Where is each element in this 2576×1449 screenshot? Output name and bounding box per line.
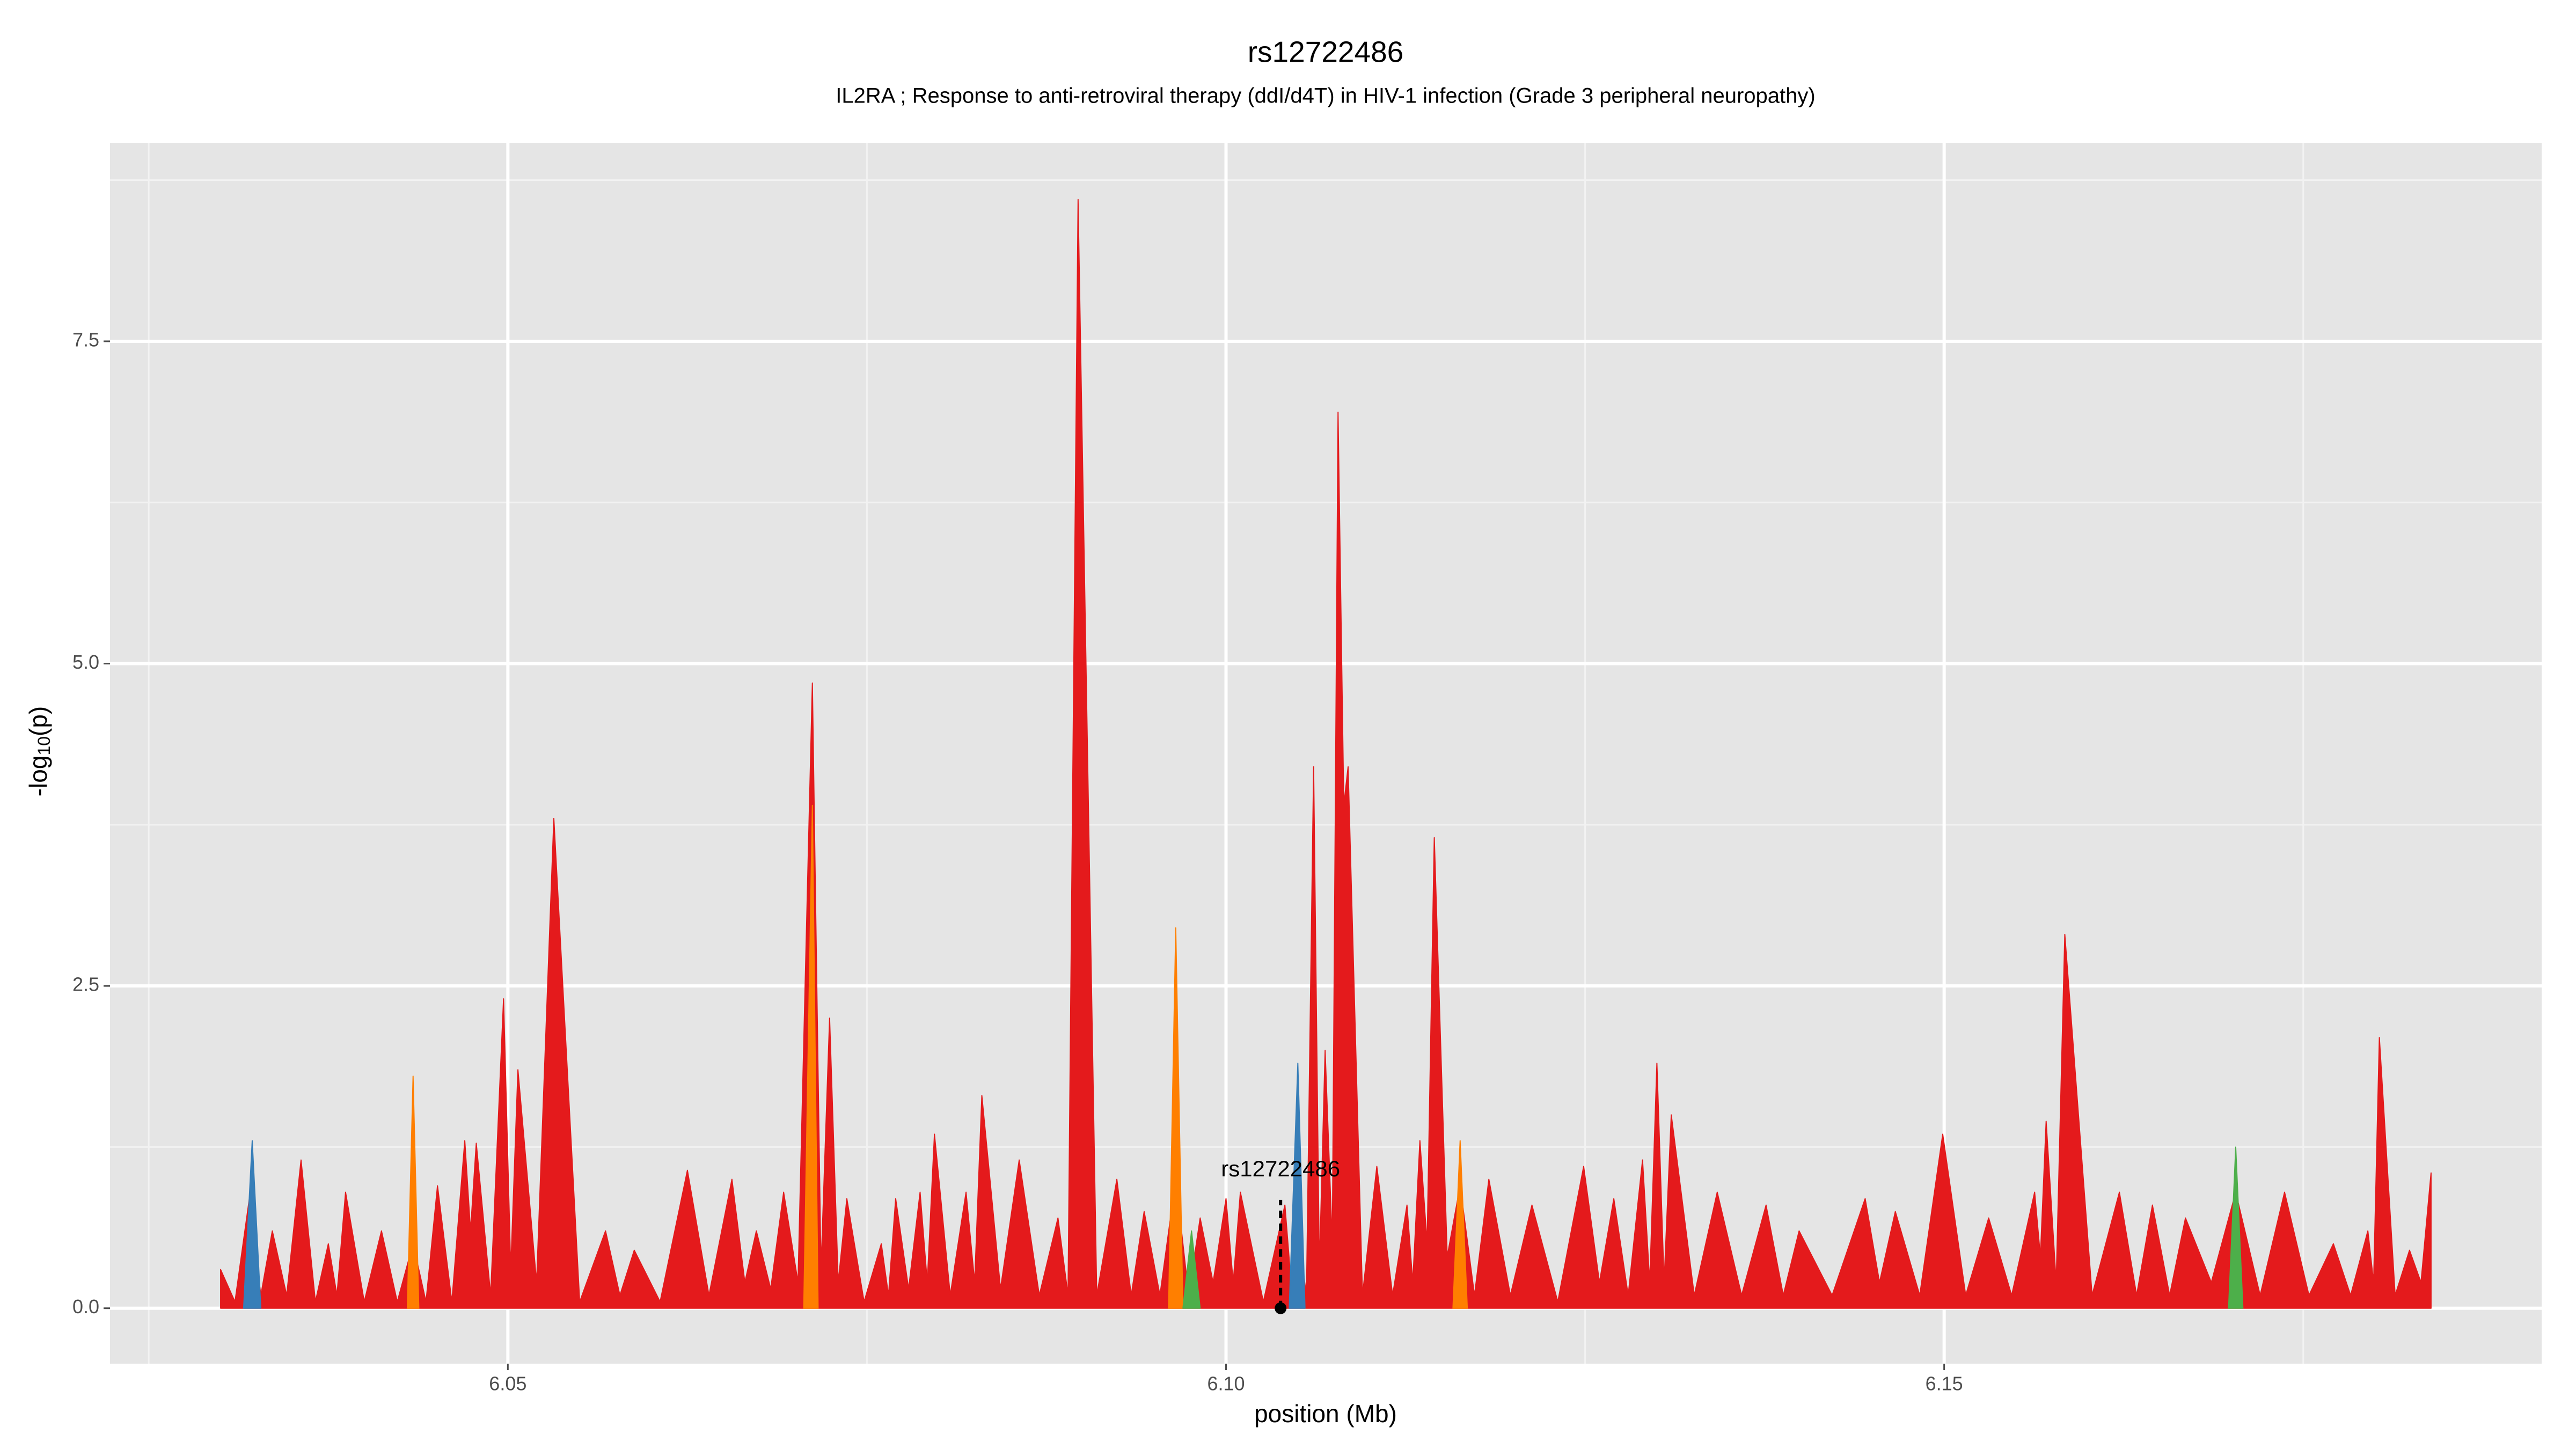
area	[243, 1063, 1306, 1309]
y-tick-label: 2.5	[72, 974, 99, 996]
x-axis-label: position (Mb)	[1254, 1400, 1397, 1428]
annotation-label: rs12722486	[1221, 1156, 1340, 1181]
y-label-part: -log	[24, 756, 52, 797]
x-tick-label: 6.05	[489, 1373, 526, 1395]
area	[220, 199, 2432, 1309]
annotation-point	[1275, 1302, 1287, 1314]
chart-title: rs12722486	[1248, 35, 1404, 69]
y-label-part: (p)	[24, 706, 52, 736]
y-tick-label: 5.0	[72, 651, 99, 673]
y-tick-label: 7.5	[72, 328, 99, 350]
chart-subtitle: IL2RA ; Response to anti-retroviral ther…	[836, 84, 1815, 108]
area	[406, 804, 1468, 1309]
y-tick-label: 0.0	[72, 1296, 99, 1318]
y-label-sub: 10	[34, 736, 54, 756]
area	[1182, 1146, 2244, 1309]
y-axis-label: -log10(p)	[24, 706, 54, 797]
x-tick-label: 6.10	[1207, 1373, 1245, 1395]
x-tick-label: 6.15	[1926, 1373, 1963, 1395]
